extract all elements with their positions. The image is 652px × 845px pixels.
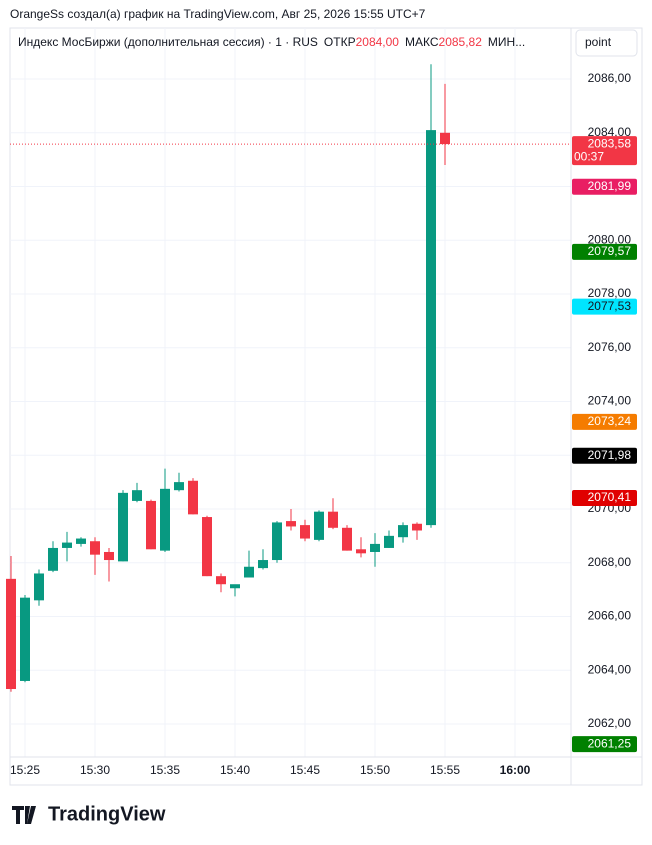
candle-body [286, 521, 296, 527]
legend-value: 2085,82 [439, 35, 483, 49]
candle-body [118, 492, 128, 562]
x-tick-label: 16:00 [500, 763, 531, 777]
candle-body [384, 535, 394, 548]
candle-body [412, 523, 422, 531]
chart-frame [9, 27, 643, 786]
logo-text: TradingView [48, 803, 166, 825]
price-badge-label: 2061,25 [588, 736, 632, 750]
current-price-badge [572, 136, 637, 166]
candle-body [132, 490, 142, 501]
x-tick-label: 15:30 [80, 763, 110, 777]
candle-body [202, 517, 212, 577]
price-badge-label: 2079,57 [588, 244, 632, 258]
price-badge [572, 489, 637, 506]
y-tick-label: 2062,00 [588, 716, 632, 730]
candle-body [76, 538, 86, 544]
candle-body [48, 547, 58, 571]
x-tick-label: 15:50 [360, 763, 390, 777]
legend-key: МАКС [405, 35, 439, 49]
candle-body [146, 500, 156, 550]
candle-body [440, 132, 450, 145]
price-badge [572, 243, 637, 260]
candle-body [328, 511, 338, 528]
y-tick-label: 2064,00 [588, 662, 632, 676]
button-label[interactable]: point [585, 35, 612, 49]
candle-body [62, 542, 72, 548]
candle-body [20, 597, 30, 681]
candle-body [342, 527, 352, 551]
candle-body [160, 488, 170, 551]
x-tick-label: 15:55 [430, 763, 460, 777]
y-tick-label: 2084,00 [588, 125, 632, 139]
header: OrangeSs создал(а) график на TradingView… [10, 7, 426, 21]
candle-body [174, 482, 184, 491]
candle-body [230, 584, 240, 589]
candle-body [244, 566, 254, 578]
y-tick-label: 2074,00 [588, 394, 632, 408]
candle-body [356, 549, 366, 554]
price-badge-label: 2073,24 [588, 414, 632, 428]
legend-value: 2084,00 [356, 35, 400, 49]
candle-body [104, 551, 114, 561]
price-badge-label: 2077,53 [588, 299, 632, 313]
y-tick-label: 2066,00 [588, 609, 632, 623]
x-tick-label: 15:40 [220, 763, 250, 777]
point-button[interactable] [575, 29, 638, 57]
current-price-label: 2083,58 [588, 136, 632, 150]
candle-body [34, 573, 44, 601]
price-badge-label: 2081,99 [588, 179, 632, 193]
logo [12, 806, 36, 824]
price-badge [572, 447, 637, 464]
plot: 2062,002064,002066,002068,002070,002072,… [6, 28, 642, 785]
price-badge [572, 413, 637, 430]
legend: Индекс МосБиржи (дополнительная сессия) … [18, 35, 525, 49]
price-badge-label: 2071,98 [588, 448, 632, 462]
y-tick-label: 2078,00 [588, 286, 632, 300]
candle-body [188, 480, 198, 515]
y-tick-label: 2080,00 [588, 232, 632, 246]
candle-body [90, 541, 100, 555]
candle-body [6, 578, 16, 690]
price-badge [572, 298, 637, 315]
x-tick-label: 15:45 [290, 763, 320, 777]
y-tick-label: 2076,00 [588, 340, 632, 354]
countdown: 00:37 [574, 149, 604, 163]
y-tick-label: 2068,00 [588, 555, 632, 569]
legend-more: МИН... [488, 35, 525, 49]
candle-body [216, 576, 226, 585]
price-badge [572, 178, 637, 195]
y-tick-label: 2086,00 [588, 71, 632, 85]
candle-body [272, 522, 282, 561]
candle-body [370, 543, 380, 552]
legend-symbol: Индекс МосБиржи (дополнительная сессия) … [18, 35, 318, 49]
candle-body [300, 525, 310, 539]
x-tick-label: 15:25 [10, 763, 40, 777]
candle-body [426, 130, 436, 526]
x-tick-label: 15:35 [150, 763, 180, 777]
price-badge-label: 2070,41 [588, 490, 632, 504]
price-badge [572, 736, 637, 753]
candle-body [314, 511, 324, 540]
candle-body [258, 560, 268, 569]
legend-key: ОТКР [324, 35, 356, 49]
candle-body [398, 525, 408, 538]
